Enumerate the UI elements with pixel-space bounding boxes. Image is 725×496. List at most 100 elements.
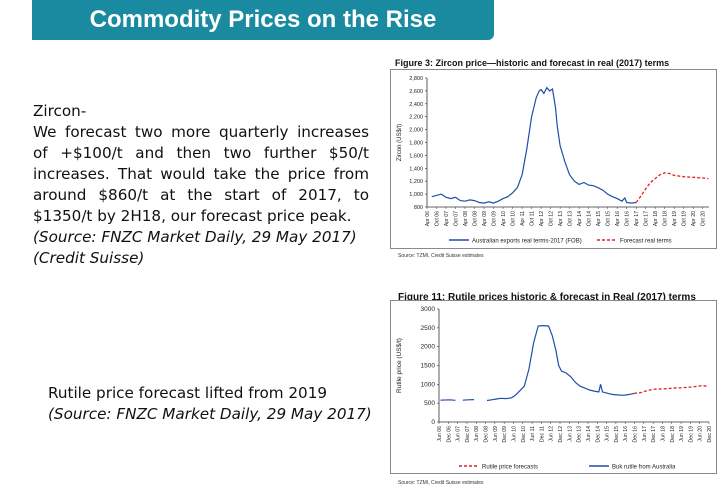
- x-tick-label: Dec 06: [446, 426, 452, 443]
- zircon-body: We forecast two more quarterly increases…: [33, 123, 369, 225]
- series-line-forecast: [634, 385, 709, 395]
- x-tick-label: Jun 09: [493, 426, 499, 442]
- x-tick-label: Oct 14: [587, 211, 593, 226]
- title-banner: Commodity Prices on the Rise: [32, 0, 494, 40]
- y-tick-label: 2,600: [409, 89, 423, 95]
- rutile-chart-title: Figure 11: Rutile prices historic & fore…: [398, 292, 696, 303]
- y-tick-label: 2,200: [409, 115, 423, 121]
- x-tick-label: Jun 19: [679, 426, 685, 442]
- rutile-source: (Source: FNZC Market Daily, 29 May 2017): [48, 405, 372, 423]
- y-tick-label: 0: [431, 419, 435, 426]
- x-tick-label: Dec 09: [502, 426, 508, 443]
- x-tick-label: Apr 09: [482, 211, 488, 226]
- x-tick-label: Jun 20: [698, 426, 704, 442]
- x-tick-label: Jun 06: [437, 426, 443, 442]
- x-tick-label: Dec 11: [539, 426, 545, 442]
- zircon-chart-title: Figure 3: Zircon price—historic and fore…: [395, 58, 670, 68]
- zircon-chart-source: Source: TZMI, Credit Suisse estimates: [398, 253, 484, 259]
- x-tick-label: Apr 10: [501, 211, 507, 226]
- legend-entry: Buk rutile from Australia: [612, 465, 676, 471]
- x-tick-label: Apr 18: [653, 211, 659, 226]
- x-tick-label: Jun 10: [511, 426, 517, 442]
- series-line-historic: [486, 324, 635, 402]
- y-axis-label: Rutile price (US$/t): [396, 338, 403, 393]
- x-tick-label: Oct 11: [530, 211, 536, 226]
- x-tick-label: Oct 13: [568, 211, 574, 226]
- rutile-price-chart: 0 500 1000 1500 2000 2500 3000 Jun 06 Dec 06 Jun …: [396, 306, 713, 471]
- y-tick-label: 1,600: [409, 153, 423, 159]
- x-tick-label: Jun 13: [567, 426, 573, 442]
- x-tick-label: Jun 11: [530, 426, 536, 441]
- x-tick-label: Dec 14: [595, 426, 601, 443]
- x-tick-label: Jun 12: [549, 426, 555, 442]
- x-tick-label: Oct 15: [606, 211, 612, 226]
- zircon-text-block: Zircon- We forecast two more quarterly i…: [33, 101, 369, 269]
- x-tick-label: Jun 14: [586, 426, 592, 442]
- y-tick-label: 2500: [421, 325, 436, 332]
- zircon-source: (Source: FNZC Market Daily, 29 May 2017): [33, 228, 357, 246]
- zircon-heading: Zircon-: [33, 102, 87, 120]
- x-tick-label: Jun 08: [474, 426, 480, 442]
- zircon-credit: (Credit Suisse): [33, 249, 145, 267]
- slide-title: Commodity Prices on the Rise: [89, 6, 437, 33]
- x-tick-label: Dec 12: [558, 426, 564, 443]
- series-line-historic: [431, 86, 637, 204]
- x-tick-label: Jun 15: [605, 426, 611, 442]
- zircon-chart-frame: 800 1,000 1,200 1,400 1,600 1,800 2,000 2,200 2,…: [390, 69, 717, 249]
- x-tick-label: Dec 08: [484, 426, 490, 443]
- x-tick-label: Oct 10: [511, 211, 517, 226]
- x-tick-label: Dec 20: [707, 426, 713, 443]
- x-tick-label: Jun 17: [642, 426, 648, 442]
- x-tick-label: Apr 16: [615, 211, 621, 226]
- y-tick-label: 2,400: [409, 102, 423, 108]
- x-tick-label: Apr 06: [425, 211, 431, 226]
- legend-entry: Australian exports real terms-2017 (FOB): [472, 239, 582, 245]
- legend-entry: Rutile price forecasts: [482, 465, 538, 471]
- x-tick-label: Apr 07: [444, 211, 450, 226]
- x-tick-label: Oct 08: [473, 211, 479, 226]
- x-tick-label: Dec 07: [465, 426, 471, 443]
- series-line-forecast: [635, 172, 709, 203]
- y-tick-label: 1,800: [409, 141, 423, 147]
- x-tick-label: Oct 09: [492, 211, 498, 226]
- x-tick-label: Oct 17: [644, 211, 650, 226]
- x-tick-label: Oct 07: [454, 211, 460, 226]
- x-tick-label: Apr 12: [539, 211, 545, 226]
- x-tick-label: Oct 20: [701, 211, 707, 226]
- x-tick-label: Oct 06: [435, 211, 441, 226]
- x-tick-label: Apr 08: [463, 211, 469, 226]
- y-axis-label: Zircon (US$/t): [397, 124, 403, 161]
- rutile-chart-frame: 0 500 1000 1500 2000 2500 3000 Jun 06 Dec 06 Jun …: [390, 300, 717, 474]
- x-tick-label: Oct 16: [625, 211, 631, 226]
- series-line-historic: [440, 399, 456, 401]
- y-tick-label: 2000: [421, 344, 436, 351]
- y-tick-label: 800: [414, 205, 423, 211]
- y-tick-label: 3000: [421, 306, 436, 313]
- y-tick-label: 2,000: [409, 128, 423, 134]
- x-tick-label: Apr 19: [672, 211, 678, 226]
- y-tick-label: 1,400: [409, 166, 423, 172]
- y-tick-label: 500: [424, 400, 435, 407]
- rutile-heading: Rutile price forecast lifted from 2019: [48, 384, 328, 402]
- rutile-text-block: Rutile price forecast lifted from 2019 (…: [48, 383, 378, 425]
- x-tick-label: Jun 07: [456, 426, 462, 442]
- x-tick-label: Oct 19: [682, 211, 688, 226]
- x-tick-label: Dec 19: [688, 426, 694, 443]
- x-tick-label: Dec 17: [651, 426, 657, 443]
- x-tick-label: Oct 18: [663, 211, 669, 226]
- x-tick-label: Apr 20: [691, 211, 697, 226]
- x-tick-label: Jun 16: [623, 426, 629, 442]
- x-tick-label: Apr 11: [520, 211, 526, 226]
- y-tick-label: 1,200: [409, 179, 423, 185]
- x-tick-label: Jun 18: [660, 426, 666, 442]
- x-tick-label: Dec 10: [521, 426, 527, 443]
- x-tick-label: Dec 16: [633, 426, 639, 443]
- x-tick-label: Apr 17: [634, 211, 640, 226]
- x-tick-label: Apr 15: [596, 211, 602, 226]
- y-tick-label: 1000: [421, 381, 436, 388]
- y-tick-label: 1500: [421, 363, 436, 370]
- x-tick-label: Apr 14: [577, 211, 583, 226]
- x-tick-label: Dec 13: [577, 426, 583, 443]
- y-tick-label: 1,000: [409, 192, 423, 198]
- x-tick-label: Dec 18: [670, 426, 676, 443]
